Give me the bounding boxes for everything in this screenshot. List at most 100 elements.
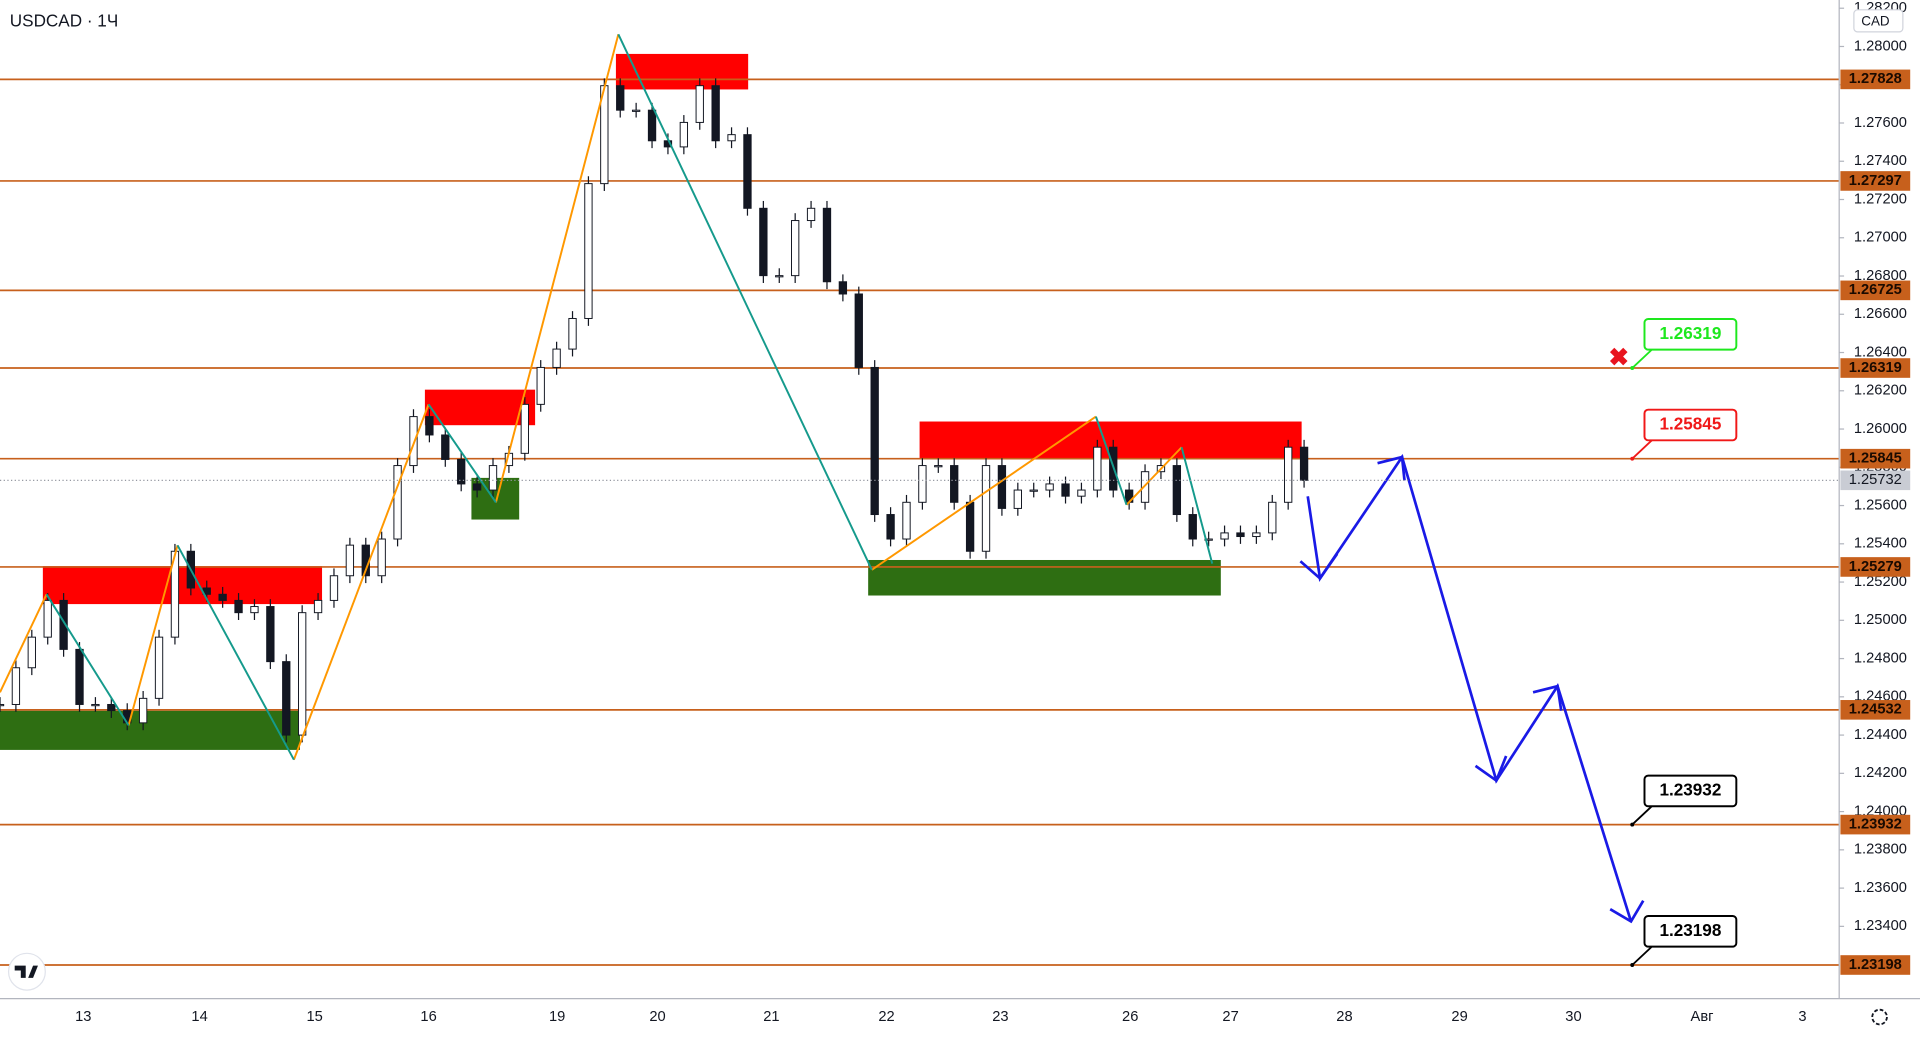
candle-body [266, 606, 275, 663]
candle-body [1299, 446, 1309, 481]
candle-body [1188, 514, 1197, 540]
candle-body [1220, 532, 1229, 540]
candle-body [329, 575, 339, 601]
current-price-label: 1.25732 [1849, 472, 1902, 488]
candle-body [472, 483, 482, 491]
callout-pointer [1631, 945, 1653, 966]
x-tick-label: 23 [992, 1009, 1008, 1025]
candle-body [1140, 471, 1150, 503]
candle-body [282, 661, 291, 736]
resistance-zone [424, 389, 536, 426]
callouts: 1.26319 1.25845 1.23932 1.23198 [1630, 318, 1738, 967]
zigzag [0, 33, 1214, 761]
candle-body [981, 465, 991, 552]
zigzag-up [1125, 446, 1183, 506]
candle-body [107, 703, 116, 712]
callout-pointer [1631, 439, 1653, 460]
level-badge-label: 1.25845 [1849, 451, 1902, 467]
level-badge [1840, 557, 1911, 577]
candle-body [234, 599, 243, 614]
candle-body [934, 465, 943, 468]
callout-label: 1.25845 [1659, 414, 1721, 434]
candle-body [902, 501, 911, 540]
zigzag-down [427, 403, 497, 503]
candle-body [568, 317, 577, 350]
x-axis: 13 14 15 16 19 20 21 22 23 26 27 28 29 30 Авг 3 [75, 1009, 1806, 1025]
x-tick-label: 28 [1336, 1009, 1352, 1025]
x-tick-label: 20 [649, 1009, 665, 1025]
x-tick-label: 3 [1798, 1009, 1806, 1025]
candle-body [791, 220, 800, 277]
level-badge-label: 1.26725 [1849, 282, 1902, 298]
candle-body [154, 636, 164, 699]
logo[interactable] [7, 952, 46, 991]
y-tick-label: 1.25000 [1854, 612, 1907, 628]
candle-body [711, 85, 720, 142]
candle-body [1172, 465, 1182, 516]
currency-label[interactable]: CAD [1861, 14, 1890, 29]
candle-body [488, 465, 498, 491]
y-tick-label: 1.25400 [1854, 536, 1907, 552]
candle-body [584, 183, 593, 319]
callout-box [1643, 774, 1738, 808]
candle-body [950, 465, 959, 503]
x-tick-label: 30 [1565, 1009, 1581, 1025]
forecast-path [1306, 453, 1633, 922]
level-badge [1840, 358, 1911, 378]
candle-body [441, 434, 450, 460]
candle-body [727, 134, 736, 142]
candle-body [679, 121, 689, 148]
callout-label: 1.23198 [1659, 920, 1721, 940]
level-badge [1840, 814, 1911, 835]
candle-body [298, 612, 307, 736]
candle-body [918, 465, 927, 503]
y-tick-label: 1.27000 [1854, 230, 1907, 246]
level-badge [1840, 700, 1911, 720]
candle-body [631, 109, 641, 112]
logo-mark [14, 965, 38, 978]
y-tick-label: 1.27200 [1854, 191, 1907, 207]
arrowhead [1299, 553, 1339, 581]
candle-body [91, 703, 100, 707]
candle-body [345, 544, 355, 577]
x-tick-label: 14 [191, 1009, 207, 1025]
callout-anchor [1630, 822, 1635, 827]
candle-body [854, 293, 863, 368]
level-badge [1840, 171, 1911, 191]
callout-anchor [1630, 366, 1635, 370]
candle-body [775, 275, 784, 278]
zigzag-up [494, 34, 620, 503]
candle-body [743, 134, 752, 209]
y-tick-label: 1.24400 [1854, 727, 1907, 743]
level-badge [1840, 955, 1911, 975]
zigzag-down [1094, 416, 1128, 506]
zigzag-up [871, 415, 1097, 571]
candle-body [759, 207, 768, 277]
candle-body [43, 599, 52, 638]
y-tick-label: 1.27600 [1854, 115, 1907, 131]
level-badge-label: 1.26319 [1849, 360, 1902, 376]
level-badge-label: 1.23932 [1849, 816, 1902, 832]
y-tick-label: 1.24200 [1854, 765, 1907, 781]
arrowhead [1609, 899, 1645, 924]
x-tick-label: 15 [307, 1009, 323, 1025]
y-tick-label: 1.26800 [1854, 268, 1907, 284]
x-tick-label: 29 [1451, 1009, 1467, 1025]
candle-body [886, 514, 895, 540]
support-zone [0, 710, 300, 750]
candle-body [0, 703, 5, 707]
candle-body [647, 109, 657, 142]
currency-button[interactable] [1853, 9, 1904, 33]
candle-body [138, 697, 148, 724]
level-badge-label: 1.24532 [1849, 702, 1902, 718]
y-tick-label: 1.26400 [1854, 344, 1907, 360]
settings-icon[interactable] [1871, 1008, 1888, 1026]
y-tick-label: 1.24800 [1854, 650, 1907, 666]
resistance-zone [615, 53, 749, 90]
x-tick-label: 21 [763, 1009, 779, 1025]
candle-body [1029, 489, 1038, 492]
callout-label: 1.26319 [1659, 323, 1721, 343]
y-tick-label: 1.23600 [1854, 880, 1907, 896]
